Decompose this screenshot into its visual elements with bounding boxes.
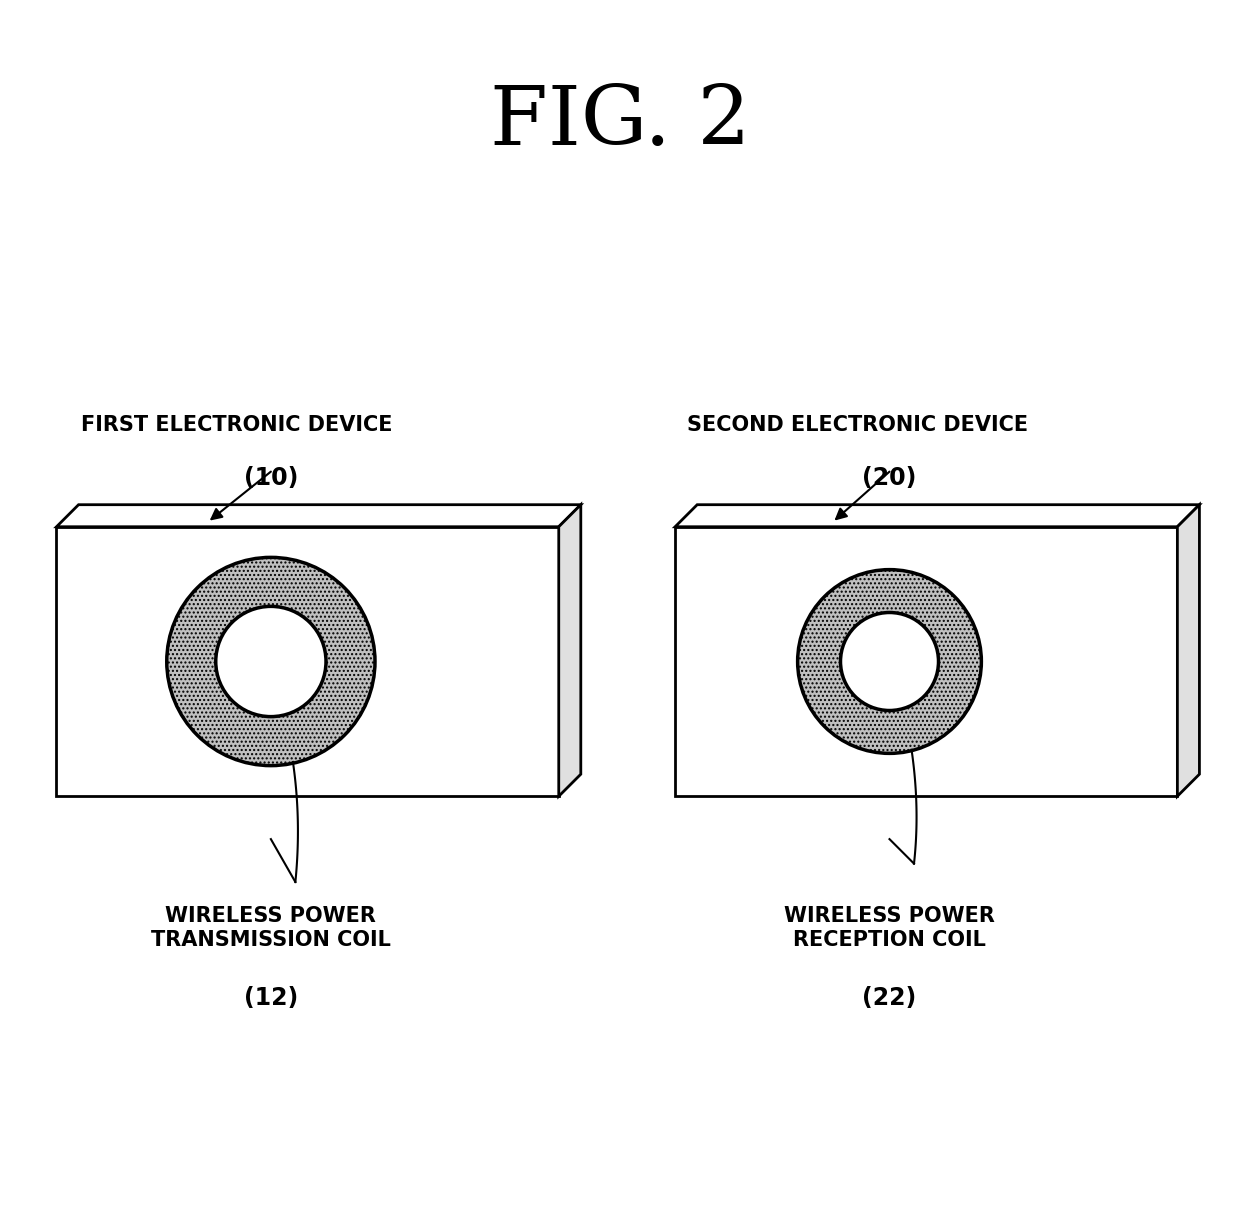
Bar	[675, 527, 1177, 796]
Polygon shape	[675, 505, 1199, 527]
Ellipse shape	[797, 570, 981, 753]
Text: (12): (12)	[244, 986, 298, 1011]
Text: (22): (22)	[862, 986, 916, 1011]
Text: WIRELESS POWER
RECEPTION COIL: WIRELESS POWER RECEPTION COIL	[784, 906, 994, 949]
Polygon shape	[1177, 505, 1199, 796]
Ellipse shape	[166, 557, 374, 766]
Bar	[57, 527, 559, 796]
Ellipse shape	[216, 606, 326, 717]
Polygon shape	[57, 505, 580, 527]
Text: WIRELESS POWER
TRANSMISSION COIL: WIRELESS POWER TRANSMISSION COIL	[151, 906, 391, 949]
Text: (20): (20)	[862, 466, 916, 490]
Text: (10): (10)	[244, 466, 298, 490]
Polygon shape	[559, 505, 580, 796]
Text: SECOND ELECTRONIC DEVICE: SECOND ELECTRONIC DEVICE	[687, 415, 1028, 435]
Text: FIRST ELECTRONIC DEVICE: FIRST ELECTRONIC DEVICE	[81, 415, 393, 435]
Ellipse shape	[841, 612, 939, 710]
Text: FIG. 2: FIG. 2	[490, 82, 750, 163]
